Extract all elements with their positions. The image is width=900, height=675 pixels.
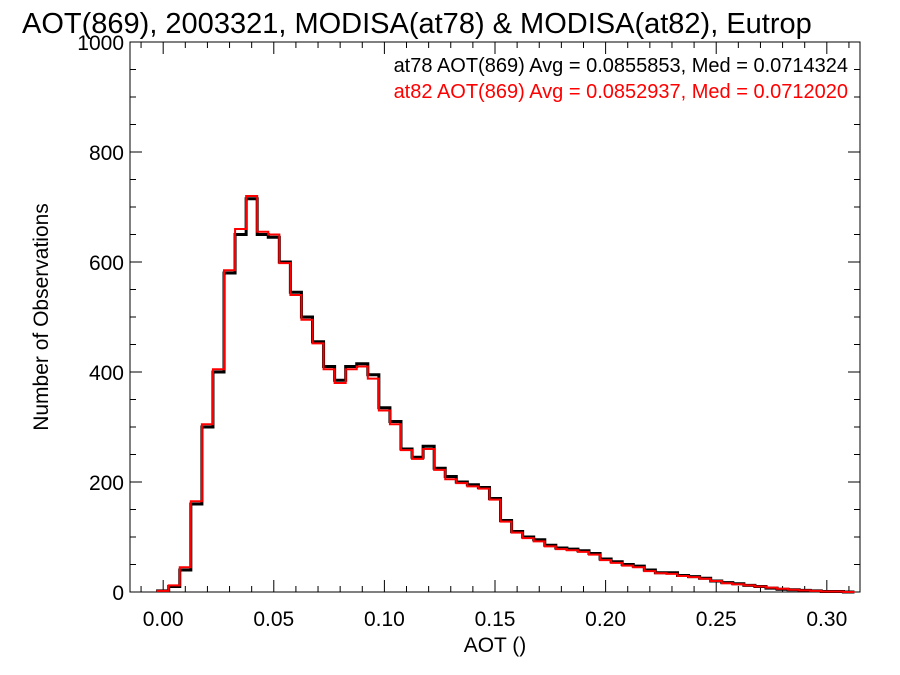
series-at82-histogram (156, 195, 855, 593)
x-tick-label: 0.20 (585, 608, 626, 631)
x-axis-ticks (140, 42, 850, 592)
annotation-at78-stats: at78 AOT(869) Avg = 0.0855853, Med = 0.0… (394, 55, 848, 77)
x-tick-label: 0.10 (364, 608, 405, 631)
series-layer (156, 195, 855, 594)
y-tick-label: 0 (112, 582, 124, 605)
y-axis-label: Number of Observations (30, 203, 53, 431)
x-axis-label: AOT () (464, 634, 527, 657)
x-tick-label: 0.00 (143, 608, 184, 631)
annotation-at82-stats: at82 AOT(869) Avg = 0.0852937, Med = 0.0… (394, 81, 848, 103)
x-tick-label: 0.25 (696, 608, 737, 631)
y-axis-ticks (130, 41, 860, 593)
x-tick-label: 0.05 (253, 608, 294, 631)
y-tick-label: 1000 (77, 32, 124, 55)
plot-area (129, 41, 861, 594)
x-tick-label: 0.15 (475, 608, 516, 631)
x-axis-tick-labels: 0.00 0.05 0.10 0.15 0.20 0.25 0.30 (143, 608, 848, 631)
y-axis-tick-labels: 0 200 400 600 800 1000 (77, 32, 124, 605)
y-tick-label: 600 (89, 252, 124, 275)
y-tick-label: 800 (89, 142, 124, 165)
x-tick-label: 0.30 (806, 608, 847, 631)
chart-title: AOT(869), 2003321, MODISA(at78) & MODISA… (22, 8, 812, 40)
y-tick-label: 200 (89, 472, 124, 495)
y-tick-label: 400 (89, 362, 124, 385)
